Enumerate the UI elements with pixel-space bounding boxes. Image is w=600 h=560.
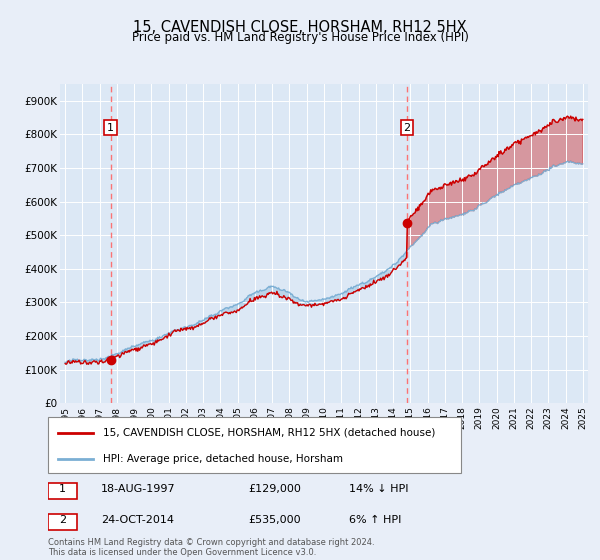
FancyBboxPatch shape (48, 417, 461, 473)
Text: 1: 1 (59, 484, 66, 494)
Text: 1: 1 (107, 123, 114, 133)
Text: Price paid vs. HM Land Registry's House Price Index (HPI): Price paid vs. HM Land Registry's House … (131, 31, 469, 44)
Text: 6% ↑ HPI: 6% ↑ HPI (349, 515, 401, 525)
Text: £129,000: £129,000 (248, 484, 302, 494)
FancyBboxPatch shape (48, 483, 77, 500)
Text: HPI: Average price, detached house, Horsham: HPI: Average price, detached house, Hors… (103, 454, 343, 464)
Text: 18-AUG-1997: 18-AUG-1997 (101, 484, 175, 494)
Text: 24-OCT-2014: 24-OCT-2014 (101, 515, 174, 525)
Text: £535,000: £535,000 (248, 515, 301, 525)
FancyBboxPatch shape (48, 514, 77, 530)
Text: 2: 2 (403, 123, 410, 133)
Text: 15, CAVENDISH CLOSE, HORSHAM, RH12 5HX: 15, CAVENDISH CLOSE, HORSHAM, RH12 5HX (133, 20, 467, 35)
Text: 14% ↓ HPI: 14% ↓ HPI (349, 484, 409, 494)
Text: Contains HM Land Registry data © Crown copyright and database right 2024.
This d: Contains HM Land Registry data © Crown c… (48, 538, 374, 557)
Text: 2: 2 (59, 515, 67, 525)
Text: 15, CAVENDISH CLOSE, HORSHAM, RH12 5HX (detached house): 15, CAVENDISH CLOSE, HORSHAM, RH12 5HX (… (103, 428, 436, 438)
